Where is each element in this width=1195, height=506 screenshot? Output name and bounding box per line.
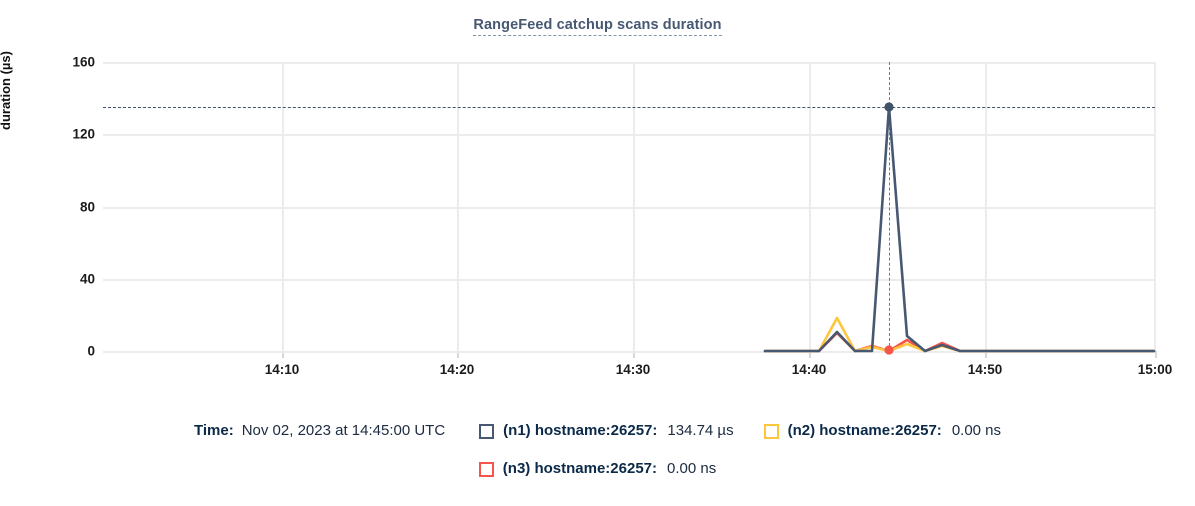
legend-swatch-n2 xyxy=(763,423,779,439)
y-tick-label-0: 0 xyxy=(87,343,95,359)
data-point-marker-n3 xyxy=(884,345,894,355)
y-tick-label-120: 120 xyxy=(72,126,95,142)
legend: Time: Nov 02, 2023 at 14:45:00 UTC (n1) … xyxy=(0,416,1195,484)
legend-time-value: Nov 02, 2023 at 14:45:00 UTC xyxy=(241,422,446,439)
gridline-y-120 xyxy=(103,134,1155,136)
y-tick-label-80: 80 xyxy=(79,199,95,215)
x-tick-label-1450: 14:50 xyxy=(967,362,1003,377)
crosshair-horizontal xyxy=(103,107,1155,109)
data-point-marker-n1 xyxy=(884,102,894,112)
legend-swatch-n1 xyxy=(479,423,495,439)
series-svg xyxy=(763,102,1156,355)
gridline-x-1450 xyxy=(985,62,987,351)
legend-label-n2: (n2) hostname:26257: xyxy=(787,422,942,439)
legend-item-n3[interactable]: (n3) hostname:26257: 0.00 ns xyxy=(478,454,717,484)
gridline-x-1440 xyxy=(809,62,811,351)
x-tick-label-1420: 14:20 xyxy=(439,362,475,377)
legend-value-n1: 134.74 µs xyxy=(667,422,734,439)
x-tick-label-1430: 14:30 xyxy=(615,362,651,377)
gridline-x-1410 xyxy=(282,62,284,351)
legend-item-n1[interactable]: (n1) hostname:26257: 134.74 µs xyxy=(479,416,734,446)
legend-swatch-n3 xyxy=(478,461,494,477)
gridline-x-1500 xyxy=(1154,62,1156,351)
y-tick-label-40: 40 xyxy=(79,271,95,287)
legend-row-primary: Time: Nov 02, 2023 at 14:45:00 UTC (n1) … xyxy=(0,416,1195,446)
gridline-y-160 xyxy=(103,62,1155,64)
y-axis-label: duration (µs) xyxy=(0,51,13,130)
crosshair-vertical xyxy=(889,62,890,351)
gridline-x-1420 xyxy=(457,62,459,351)
chart-title-text: RangeFeed catchup scans duration xyxy=(473,17,722,36)
x-tick-mark-1410 xyxy=(282,351,284,358)
series-line-n1 xyxy=(763,105,1156,353)
legend-item-n2[interactable]: (n2) hostname:26257: 0.00 ns xyxy=(763,416,1002,446)
x-tick-label-1410: 14:10 xyxy=(264,362,300,377)
y-tick-label-160: 160 xyxy=(72,54,95,70)
legend-value-n2: 0.00 ns xyxy=(951,422,1002,439)
legend-label-n3: (n3) hostname:26257: xyxy=(502,460,657,477)
legend-row-secondary: (n3) hostname:26257: 0.00 ns xyxy=(0,454,1195,484)
chart-title: RangeFeed catchup scans duration xyxy=(0,17,1195,36)
x-tick-mark-1420 xyxy=(457,351,459,358)
x-tick-label-1440: 14:40 xyxy=(791,362,827,377)
legend-label-n1: (n1) hostname:26257: xyxy=(503,422,658,439)
plot-area[interactable] xyxy=(103,62,1156,355)
legend-time-key: Time: xyxy=(193,422,234,439)
gridline-x-1430 xyxy=(633,62,635,351)
gridline-y-80 xyxy=(103,207,1155,209)
gridline-y-0 xyxy=(103,351,1155,353)
x-tick-label-1500: 15:00 xyxy=(1137,362,1173,377)
x-tick-mark-1450 xyxy=(985,351,987,358)
x-tick-mark-1440 xyxy=(809,351,811,358)
legend-value-n3: 0.00 ns xyxy=(667,460,717,477)
x-tick-mark-1430 xyxy=(633,351,635,358)
x-tick-mark-1500 xyxy=(1155,351,1157,358)
gridline-y-40 xyxy=(103,279,1155,281)
